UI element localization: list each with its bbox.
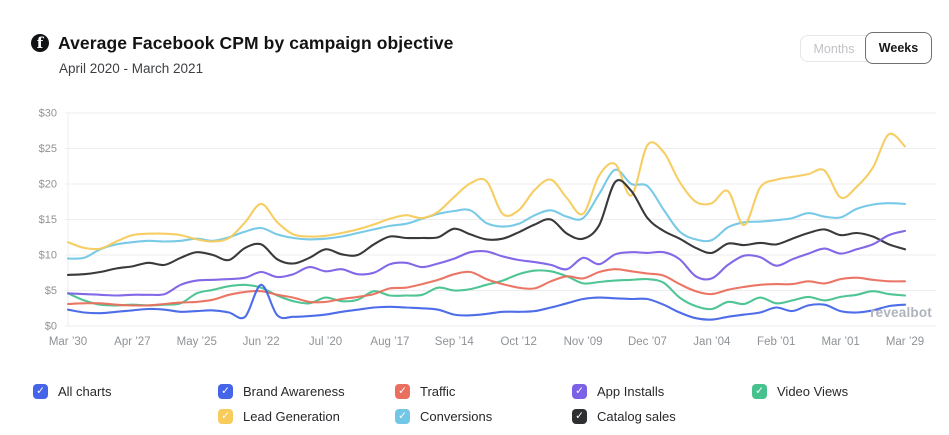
checkbox-conversions[interactable]: ✓ bbox=[395, 408, 410, 424]
checkbox-brand-awareness[interactable]: ✓ bbox=[218, 383, 233, 399]
legend-item-catalog-sales[interactable]: ✓ Catalog sales bbox=[572, 408, 676, 424]
legend-label: Conversions bbox=[420, 408, 493, 424]
line-series-traffic bbox=[66, 268, 907, 307]
legend-label: Brand Awareness bbox=[243, 383, 345, 399]
chart-canvas[interactable]: $0 $5 $10 $15 $20 $25 $30 Mar ’30 Apr ’27 May ’25… bbox=[0, 100, 949, 358]
legend-label: App Installs bbox=[597, 383, 665, 399]
legend-item-all-charts[interactable]: ✓ All charts bbox=[33, 383, 111, 399]
legend-label: Lead Generation bbox=[243, 408, 340, 424]
checkbox-app-installs[interactable]: ✓ bbox=[572, 383, 587, 399]
months-button[interactable]: Months bbox=[800, 35, 868, 62]
page-subtitle: April 2020 - March 2021 bbox=[59, 61, 204, 76]
x-axis-tick-label: Apr ’27 bbox=[114, 336, 150, 348]
checkbox-lead-generation[interactable]: ✓ bbox=[218, 408, 233, 424]
legend-item-brand-awareness[interactable]: ✓ Brand Awareness bbox=[218, 383, 345, 399]
x-axis-tick-label: Mar ’01 bbox=[821, 336, 859, 348]
x-axis-tick-label: Oct ’12 bbox=[500, 336, 536, 348]
x-axis-tick-label: Jun ’22 bbox=[243, 336, 280, 348]
x-axis-tick-label: Aug ’17 bbox=[370, 336, 409, 348]
line-series-video-views bbox=[66, 269, 907, 311]
y-axis-tick-label: $10 bbox=[39, 250, 57, 262]
checkbox-traffic[interactable]: ✓ bbox=[395, 383, 410, 399]
legend-label: Video Views bbox=[777, 383, 849, 399]
y-axis-tick-label: $30 bbox=[39, 108, 57, 120]
legend-item-traffic[interactable]: ✓ Traffic bbox=[395, 383, 455, 399]
legend-label: All charts bbox=[58, 383, 112, 399]
legend-label: Traffic bbox=[420, 383, 456, 399]
cpm-line-chart[interactable]: $0 $5 $10 $15 $20 $25 $30 Mar ’30 Apr ’27 May ’25… bbox=[0, 100, 949, 358]
legend-label: Catalog sales bbox=[597, 408, 676, 424]
weeks-button[interactable]: Weeks bbox=[865, 32, 932, 64]
x-axis-tick-label: May ’25 bbox=[177, 336, 217, 348]
checkbox-catalog-sales[interactable]: ✓ bbox=[572, 408, 587, 424]
x-axis-tick-label: Mar ’30 bbox=[49, 336, 87, 348]
legend-item-video-views[interactable]: ✓ Video Views bbox=[752, 383, 848, 399]
line-series-app-installs bbox=[66, 229, 907, 297]
checkbox-all-charts[interactable]: ✓ bbox=[33, 383, 48, 399]
legend-item-lead-generation[interactable]: ✓ Lead Generation bbox=[218, 408, 340, 424]
x-axis-tick-label: Feb ’01 bbox=[757, 336, 795, 348]
legend-item-app-installs[interactable]: ✓ App Installs bbox=[572, 383, 664, 399]
line-series-lead-generation bbox=[66, 132, 907, 251]
x-axis-tick-label: Sep ’14 bbox=[435, 336, 475, 348]
y-axis-tick-label: $0 bbox=[45, 321, 57, 333]
y-axis-tick-label: $25 bbox=[39, 143, 57, 155]
line-series-conversions bbox=[66, 168, 907, 260]
x-axis-tick-label: Nov ’09 bbox=[564, 336, 603, 348]
facebook-icon: f bbox=[31, 34, 49, 52]
checkbox-video-views[interactable]: ✓ bbox=[752, 383, 767, 399]
x-axis-tick-label: Jul ’20 bbox=[309, 336, 342, 348]
line-series-brand-awareness bbox=[66, 283, 907, 321]
y-axis-tick-label: $5 bbox=[45, 285, 57, 297]
page-title: Average Facebook CPM by campaign objecti… bbox=[58, 33, 454, 53]
x-axis-tick-label: Mar ’29 bbox=[886, 336, 924, 348]
line-series-catalog-sales bbox=[66, 179, 907, 276]
y-axis-tick-label: $15 bbox=[39, 214, 57, 226]
x-axis-tick-label: Jan ’04 bbox=[693, 336, 731, 348]
y-axis-tick-label: $20 bbox=[39, 179, 57, 191]
legend-item-conversions[interactable]: ✓ Conversions bbox=[395, 408, 492, 424]
x-axis-tick-label: Dec ’07 bbox=[628, 336, 667, 348]
